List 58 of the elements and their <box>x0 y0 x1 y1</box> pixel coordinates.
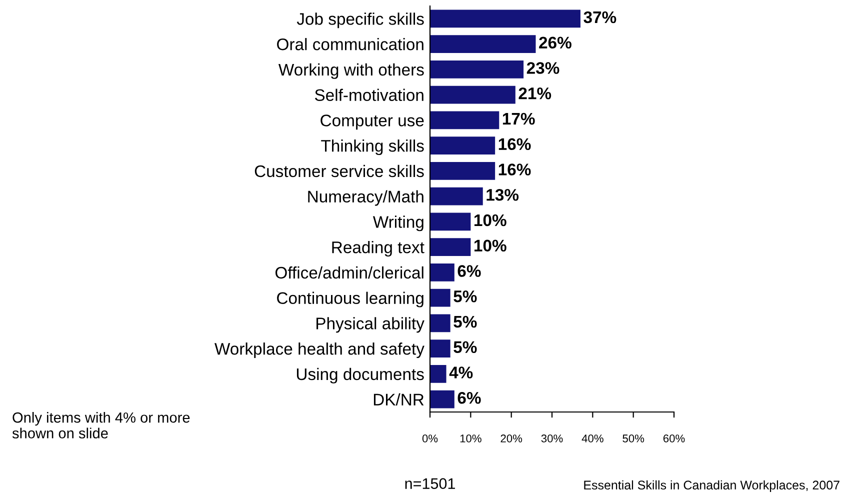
data-label: 21% <box>518 87 552 100</box>
data-label: 16% <box>498 164 531 176</box>
bar <box>430 60 524 78</box>
text: Essential Skills in Canadian Workplaces, 2007 <box>584 480 840 492</box>
bar <box>430 187 483 206</box>
bar <box>430 86 516 104</box>
y-tick-label: Writing <box>372 216 424 232</box>
y-tick-label: Oral communication <box>277 38 424 50</box>
bar <box>430 340 450 358</box>
y-tick-label: Reading text <box>332 241 424 257</box>
x-tick-label: 30% <box>541 434 563 442</box>
data-label: 4% <box>449 366 473 378</box>
y-tick-label: Working with others <box>278 63 424 79</box>
bar <box>430 264 454 282</box>
bar <box>430 365 446 383</box>
y-tick-label: Thinking skills <box>321 140 424 156</box>
data-label: 5% <box>454 290 477 302</box>
y-tick-label: Job specific skills <box>296 12 424 28</box>
text: n=1501 <box>405 478 455 489</box>
x-tick-label: 0% <box>422 434 438 442</box>
y-tick-label: Self-motivation <box>314 88 424 102</box>
bar <box>430 288 450 307</box>
data-label: 17% <box>502 112 535 125</box>
data-label: 10% <box>474 240 506 252</box>
bar <box>430 10 580 28</box>
data-label: 16% <box>498 138 531 150</box>
y-tick-label: Workplace health and safety <box>214 342 424 358</box>
y-tick-label: Numeracy/Math <box>308 190 424 206</box>
y-tick-label: Office/admin/clerical <box>275 266 424 279</box>
bar <box>430 136 496 154</box>
data-label: 26% <box>539 36 572 49</box>
x-tick-label: 10% <box>460 434 482 442</box>
y-tick-label: Continuous learning <box>277 292 424 308</box>
data-label: 23% <box>526 62 560 74</box>
y-tick-label: Physical ability <box>316 317 424 333</box>
bar <box>430 162 496 180</box>
bar <box>430 35 536 53</box>
x-tick-label: 50% <box>622 434 644 442</box>
data-label: 13% <box>486 188 519 201</box>
y-tick-label: Using documents <box>296 368 424 384</box>
data-label: 6% <box>458 392 481 404</box>
x-tick-label: 40% <box>582 434 604 442</box>
data-label: 6% <box>458 265 481 277</box>
y-tick-label: Customer service skills <box>254 164 424 178</box>
bar <box>430 111 500 130</box>
bar <box>430 238 471 256</box>
y-tick-label: Computer use <box>320 114 424 130</box>
bar <box>430 390 454 408</box>
data-label: 37% <box>584 11 616 24</box>
data-label: 5% <box>454 316 477 328</box>
data-label: 5% <box>454 341 477 354</box>
text: Only items with 4% or more shown on slide <box>12 412 190 438</box>
x-tick-label: 60% <box>663 434 685 442</box>
data-label: 10% <box>474 214 506 226</box>
y-tick-label: DK/NR <box>374 393 424 406</box>
bar <box>430 314 450 332</box>
x-tick-label: 20% <box>500 434 522 442</box>
bar <box>430 212 471 231</box>
